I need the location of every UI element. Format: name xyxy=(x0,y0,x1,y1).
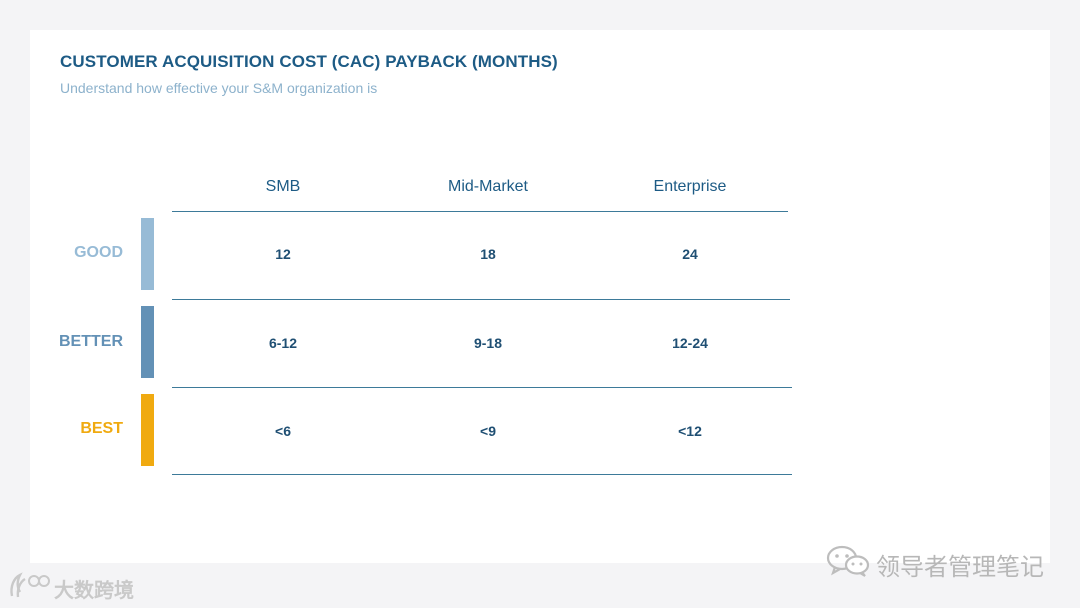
row-divider xyxy=(172,474,792,475)
cell-better-mid-market: 9-18 xyxy=(473,335,503,351)
brand-watermark: 大数跨境 xyxy=(8,572,134,605)
brand-logo-icon xyxy=(8,572,50,605)
header-divider xyxy=(172,211,788,212)
row-label-good: GOOD xyxy=(74,244,123,261)
slide-title: CUSTOMER ACQUISITION COST (CAC) PAYBACK … xyxy=(60,52,558,71)
cell-better-smb: 6-12 xyxy=(268,335,298,351)
row-color-bar-better xyxy=(141,306,154,378)
row-label-best: BEST xyxy=(80,420,123,437)
wechat-watermark: 领导者管理笔记 xyxy=(826,544,1044,584)
cell-better-enterprise: 12-24 xyxy=(672,335,708,351)
row-divider xyxy=(172,387,792,388)
cell-good-enterprise: 24 xyxy=(682,246,698,262)
column-header-enterprise: Enterprise xyxy=(653,178,727,195)
slide: CUSTOMER ACQUISITION COST (CAC) PAYBACK … xyxy=(30,30,1050,563)
row-label-better: BETTER xyxy=(59,333,123,350)
column-header-smb: SMB xyxy=(265,178,301,195)
wechat-account-name: 领导者管理笔记 xyxy=(876,552,1044,581)
wechat-icon xyxy=(826,544,870,584)
cell-good-smb: 12 xyxy=(275,246,291,262)
row-color-bar-good xyxy=(141,218,154,290)
column-header-mid-market: Mid-Market xyxy=(447,178,528,195)
row-divider xyxy=(172,299,790,300)
brand-name: 大数跨境 xyxy=(54,578,134,602)
row-color-bar-best xyxy=(141,394,154,466)
cell-best-enterprise: <12 xyxy=(678,423,702,439)
slide-subtitle: Understand how effective your S&M organi… xyxy=(60,80,378,96)
cell-good-mid-market: 18 xyxy=(480,246,496,262)
cell-best-mid-market: <9 xyxy=(480,423,496,439)
cell-best-smb: <6 xyxy=(275,423,291,439)
